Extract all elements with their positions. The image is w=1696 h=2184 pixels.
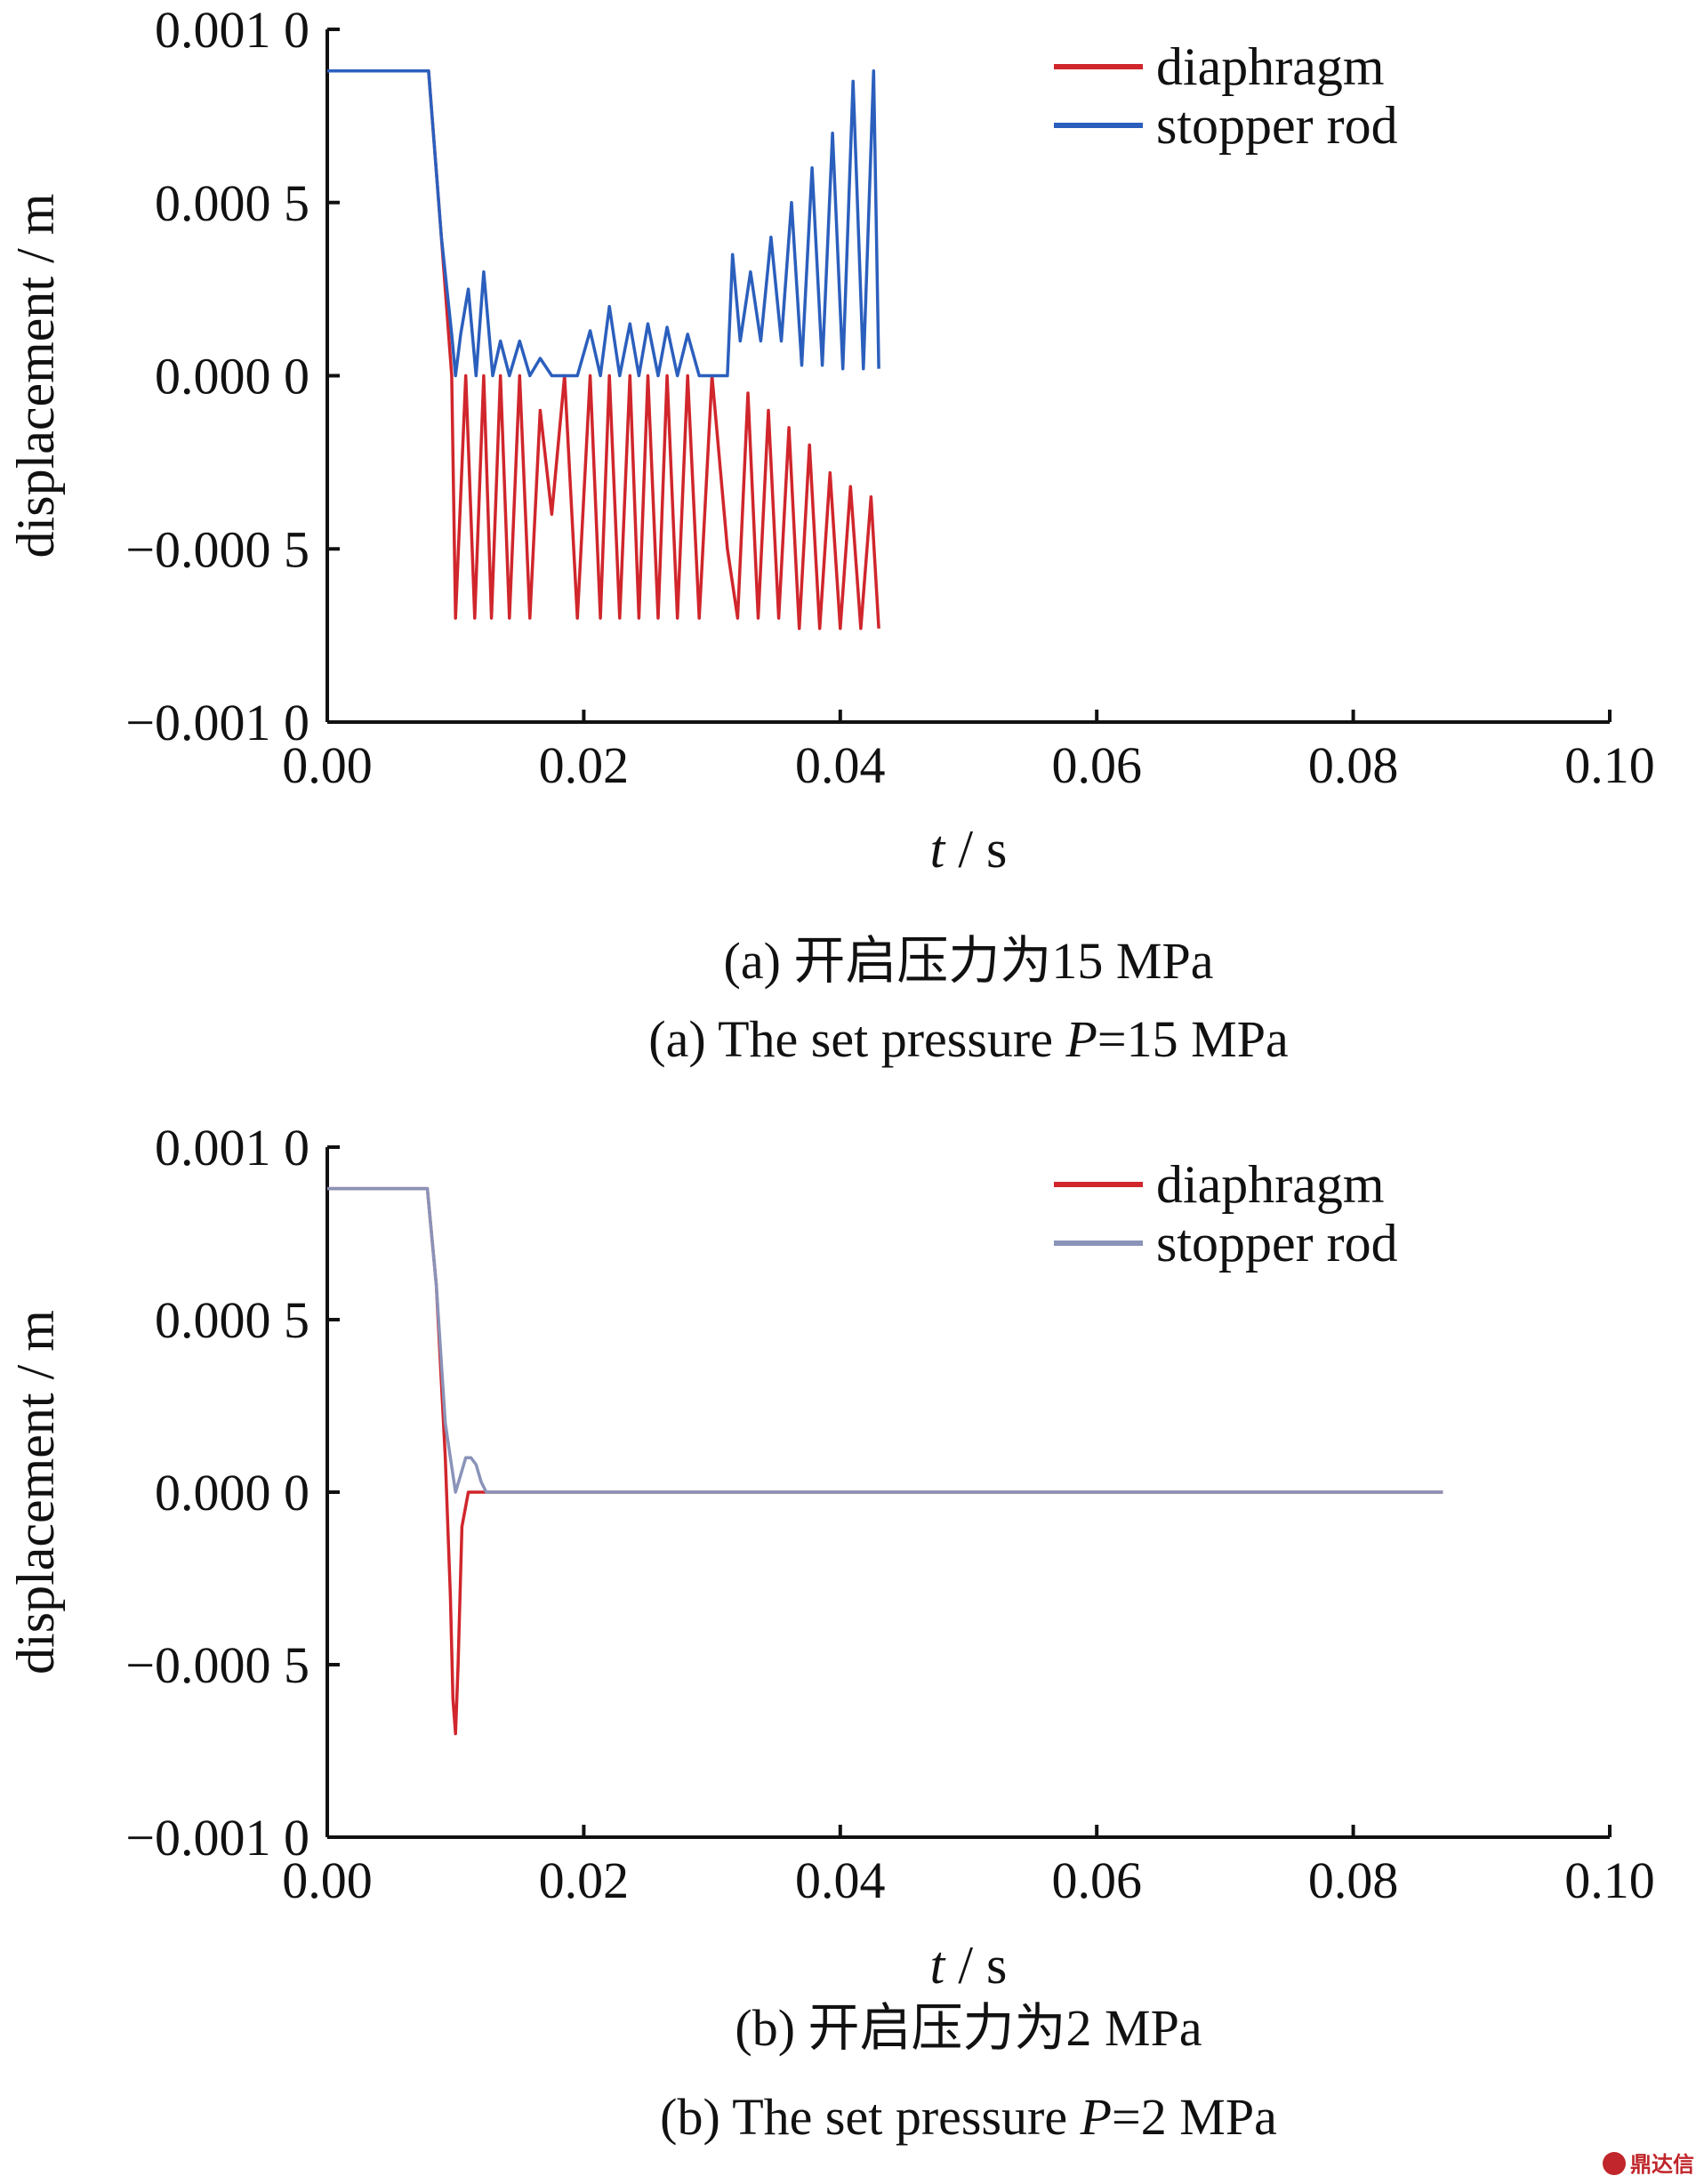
x-tick-label: 0.04 — [795, 1851, 886, 1909]
y-tick-label: 0.000 5 — [155, 1291, 309, 1349]
watermark-text: 鼎达信 — [1630, 2152, 1694, 2177]
x-tick-label: 0.08 — [1308, 736, 1399, 794]
legend-label: stopper rod — [1156, 1214, 1398, 1273]
x-tick-label: 0.02 — [539, 1851, 630, 1909]
x-axis-title: t / s — [930, 1936, 1008, 1995]
x-tick-label: 0.06 — [1051, 1851, 1142, 1909]
y-tick-label: −0.001 0 — [125, 694, 309, 751]
watermark: 鼎达信 — [1603, 2152, 1694, 2177]
caption-english: (b) The set pressure P=2 MPa — [660, 2088, 1277, 2146]
y-tick-label: −0.001 0 — [125, 1809, 309, 1867]
chart-b: 0.001 00.000 50.000 0−0.000 5−0.001 00.0… — [6, 1119, 1655, 2146]
x-tick-label: 0.10 — [1564, 1851, 1655, 1909]
x-axis-title: t / s — [930, 820, 1008, 879]
watermark-logo-icon — [1603, 2152, 1626, 2175]
x-axis-unit: / s — [944, 1936, 1007, 1995]
y-tick-label: 0.000 0 — [155, 1464, 309, 1522]
y-tick-label: 0.001 0 — [155, 1119, 309, 1176]
chart-a: 0.001 00.000 50.000 0−0.000 5−0.001 00.0… — [6, 1, 1655, 1068]
y-tick-label: 0.000 5 — [155, 174, 309, 232]
x-tick-label: 0.00 — [282, 1851, 373, 1909]
x-axis-unit: / s — [944, 820, 1007, 879]
x-tick-label: 0.00 — [282, 736, 373, 794]
y-axis-title: displacement / m — [6, 194, 65, 558]
y-tick-label: −0.000 5 — [125, 520, 309, 578]
legend-label: diaphragm — [1156, 37, 1385, 96]
y-axis-title: displacement / m — [6, 1310, 65, 1674]
x-tick-label: 0.08 — [1308, 1851, 1399, 1909]
caption-chinese: (a) 开启压力为15 MPa — [724, 932, 1214, 990]
caption-english: (a) The set pressure P=15 MPa — [648, 1010, 1288, 1068]
x-tick-label: 0.04 — [795, 736, 886, 794]
legend-label: diaphragm — [1156, 1155, 1385, 1214]
y-tick-label: 0.000 0 — [155, 348, 309, 405]
y-tick-label: 0.001 0 — [155, 1, 309, 59]
series-line-diaphragm — [327, 68, 880, 630]
caption-chinese: (b) 开启压力为2 MPa — [735, 1999, 1202, 2057]
series-line-stopper-rod — [327, 1186, 1443, 1494]
y-tick-label: −0.000 5 — [125, 1636, 309, 1694]
x-tick-label: 0.02 — [539, 736, 630, 794]
x-axis-variable: t — [930, 820, 946, 879]
x-tick-label: 0.10 — [1564, 736, 1655, 794]
legend-label: stopper rod — [1156, 96, 1398, 155]
x-axis-variable: t — [930, 1936, 946, 1995]
x-tick-label: 0.06 — [1051, 736, 1142, 794]
series-line-stopper-rod — [327, 68, 880, 378]
